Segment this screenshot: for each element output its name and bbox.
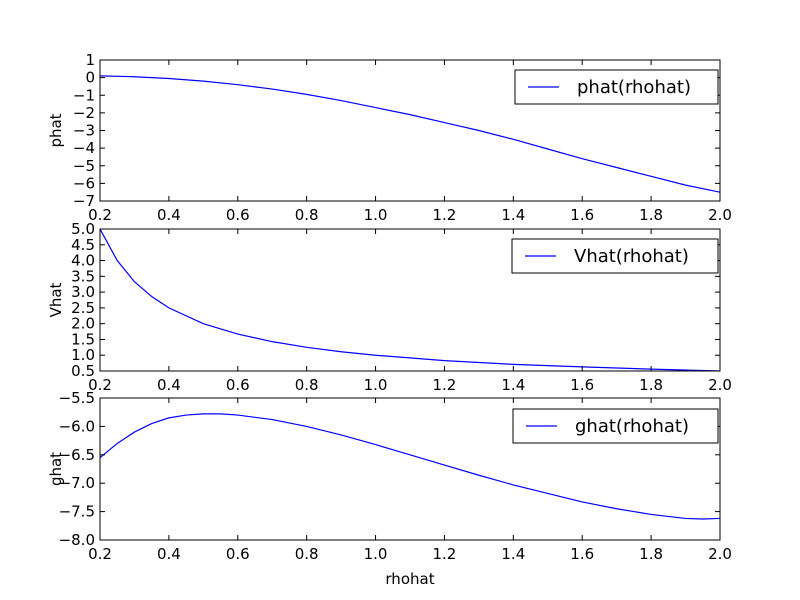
legend-label: Vhat(rhohat) — [574, 246, 689, 267]
x-tick-label: 1.0 — [364, 545, 388, 563]
y-tick-label: −6.0 — [59, 417, 95, 435]
subplot-1: 0.2 0.4 0.6 0.8 1.0 1.2 1.4 1.6 1.8 2.0 10−1−2−3−4… — [47, 51, 732, 224]
y-tick-label: 3.0 — [71, 283, 95, 301]
y-tick-label: −7 — [73, 192, 95, 210]
y-axis-label: Vhat — [47, 282, 65, 317]
series-line-1 — [100, 75, 720, 193]
x-tick-label: 1.6 — [570, 545, 594, 563]
x-tick-label: 1.6 — [570, 206, 594, 224]
x-tick-label: 1.8 — [639, 206, 663, 224]
x-tick-label: 0.8 — [295, 376, 319, 394]
y-tick-label: −6.5 — [59, 446, 95, 464]
legend-label: phat(rhohat) — [577, 77, 691, 98]
x-tick-label: 1.4 — [501, 545, 525, 563]
series-line-1 — [100, 413, 720, 520]
y-tick-label: 1.5 — [71, 330, 95, 348]
x-tick-label: 1.4 — [501, 206, 525, 224]
x-tick-label: 0.6 — [226, 206, 250, 224]
legend: ghat(rhohat) — [512, 408, 719, 444]
legend-label: ghat(rhohat) — [575, 416, 689, 437]
axes-frame — [99, 397, 721, 541]
y-tick-label: 0.5 — [71, 362, 95, 380]
x-tick-label: 1.2 — [433, 545, 457, 563]
x-tick-label: 2.0 — [708, 545, 732, 563]
axes-frame — [99, 228, 721, 372]
legend: Vhat(rhohat) — [511, 238, 719, 274]
x-tick-label: 2.0 — [708, 206, 732, 224]
x-tick-label: 0.4 — [157, 545, 181, 563]
y-axis-label: phat — [47, 113, 65, 147]
x-tick-label: 1.6 — [570, 376, 594, 394]
y-tick-label: 2.5 — [71, 299, 95, 317]
series-line-1 — [100, 229, 720, 371]
x-tick-label: 0.8 — [295, 545, 319, 563]
x-axis-label: rhohat — [385, 570, 434, 588]
x-tick-label: 1.8 — [639, 545, 663, 563]
y-tick-label: −8.0 — [59, 531, 95, 549]
y-tick-label: 3.5 — [71, 267, 95, 285]
y-tick-label: 4.5 — [71, 236, 95, 254]
y-tick-label: −4 — [73, 139, 95, 157]
y-tick-label: 0 — [85, 69, 95, 87]
x-tick-label: 1.2 — [433, 376, 457, 394]
x-tick-label: 0.2 — [88, 376, 112, 394]
subplot-2: 0.2 0.4 0.6 0.8 1.0 1.2 1.4 1.6 1.8 2.05.04.54.03… — [47, 220, 732, 394]
y-tick-label: −5.5 — [59, 389, 95, 407]
x-tick-label: 1.2 — [433, 206, 457, 224]
x-tick-label: 0.2 — [88, 545, 112, 563]
y-tick-label: −7.5 — [59, 503, 95, 521]
x-tick-label: 1.8 — [639, 376, 663, 394]
y-axis-label: ghat — [47, 452, 65, 486]
x-tick-label: 1.0 — [364, 206, 388, 224]
x-tick-label: 0.8 — [295, 206, 319, 224]
y-tick-label: −1 — [73, 86, 95, 104]
subplot-3: 0.2 0.4 0.6 0.8 1.0 1.2 1.4 1.6 1.8 2.0 −5.5 −6.0 −6… — [47, 389, 732, 588]
y-tick-label: −3 — [73, 122, 95, 140]
y-tick-label: 1.0 — [71, 346, 95, 364]
y-tick-label: 2.0 — [71, 315, 95, 333]
y-tick-label: −7.0 — [59, 474, 95, 492]
y-tick-label: −6 — [73, 174, 95, 192]
y-tick-label: −2 — [73, 104, 95, 122]
legend-box — [514, 69, 719, 105]
x-tick-label: 0.6 — [226, 376, 250, 394]
x-tick-label: 0.6 — [226, 545, 250, 563]
y-tick-label: 1 — [85, 51, 95, 69]
x-tick-label: 0.4 — [157, 376, 181, 394]
legend: phat(rhohat) — [514, 69, 719, 105]
y-tick-label: −5 — [73, 157, 95, 175]
x-tick-label: 2.0 — [708, 376, 732, 394]
x-tick-label: 1.4 — [501, 376, 525, 394]
x-tick-label: 0.4 — [157, 206, 181, 224]
y-tick-label: 4.0 — [71, 252, 95, 270]
x-tick-label: 0.2 — [88, 206, 112, 224]
y-tick-label: 5.0 — [71, 220, 95, 238]
x-tick-label: 1.0 — [364, 376, 388, 394]
